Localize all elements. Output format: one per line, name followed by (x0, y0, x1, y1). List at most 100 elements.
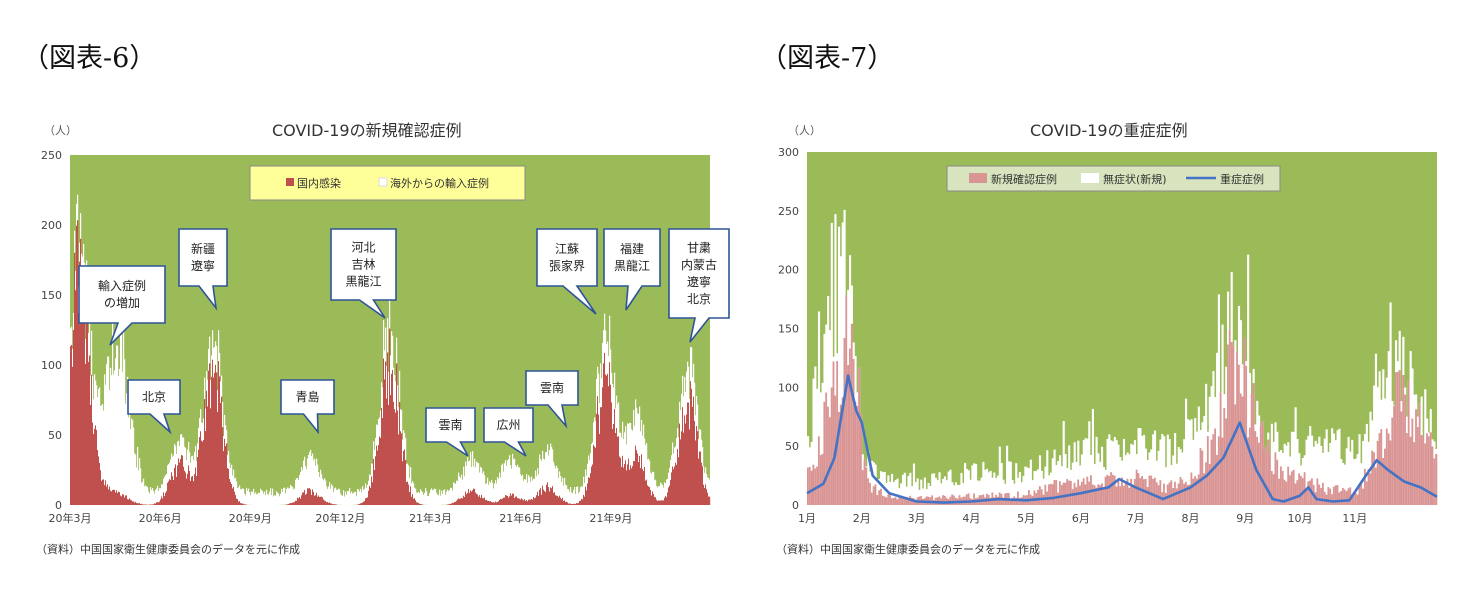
chart6-bar-imported (708, 478, 710, 497)
chart6-bar-imported (613, 387, 615, 424)
chart6-bar-imported (562, 477, 564, 498)
chart6-bar-imported (587, 463, 589, 484)
chart6-bar-imported (153, 491, 155, 505)
chart6-bar-imported (74, 230, 76, 253)
chart6-bar-imported (171, 453, 173, 473)
chart6-bar-domestic (319, 496, 321, 505)
chart6-bar-domestic (108, 489, 110, 505)
chart7-bar-asymptomatic (872, 462, 875, 505)
chart7-bar-confirmed (1009, 498, 1012, 505)
chart6-bar-imported (553, 461, 555, 493)
chart6-bar-domestic (544, 491, 546, 505)
chart6-bar-domestic (661, 500, 663, 505)
chart6-bar-domestic (618, 436, 620, 505)
chart6-bar-imported (231, 464, 233, 485)
chart6-bar-domestic (314, 495, 316, 505)
chart6-bar-domestic (526, 500, 528, 505)
chart6-bar-imported (665, 483, 667, 496)
chart7-bar-confirmed (1132, 486, 1135, 505)
chart7-bar-asymptomatic (1108, 434, 1111, 505)
chart6-bar-imported (166, 473, 168, 491)
chart7-bar-asymptomatic (1325, 429, 1328, 505)
chart6-annotation-7: 雲南 (525, 370, 579, 429)
chart7-bar-asymptomatic (1091, 408, 1094, 505)
chart6-bar-domestic (455, 501, 457, 505)
chart7-bar-asymptomatic (891, 473, 894, 505)
chart7-y-tick-0: 0 (792, 499, 799, 512)
chart6-bar-imported (604, 313, 606, 353)
chart7-bar-asymptomatic (1079, 465, 1082, 505)
chart7-bar-asymptomatic (1144, 448, 1147, 505)
chart6-annotation-text: 青島 (295, 389, 319, 404)
chart6-bar-domestic (578, 503, 580, 505)
chart6-bar-imported (579, 491, 581, 501)
chart6-bar-domestic (332, 504, 334, 505)
chart6-bar-imported (253, 488, 255, 505)
chart6-bar-domestic (304, 490, 306, 505)
chart6-bar-domestic (514, 498, 516, 505)
chart6-bar-imported (244, 493, 246, 505)
chart6-bar-imported (373, 441, 375, 459)
chart6-bar-imported (528, 475, 530, 500)
chart6-bar-domestic (517, 498, 519, 505)
chart7-bar-asymptomatic (954, 482, 958, 505)
chart6-bar-domestic (333, 504, 335, 505)
chart6-bar-imported (534, 478, 536, 499)
chart6-bar-domestic (570, 503, 572, 505)
chart6-bar-imported (214, 346, 216, 373)
chart7-bar-confirmed (1033, 490, 1036, 505)
chart7-bar-asymptomatic (965, 468, 968, 505)
chart6-bar-imported (229, 462, 231, 479)
chart7-bar-confirmed (1108, 475, 1111, 505)
chart7-bar-asymptomatic (971, 465, 974, 505)
chart6-bar-imported (400, 409, 402, 432)
chart6-bar-imported (140, 468, 142, 504)
chart6-bar-imported (547, 444, 549, 483)
chart6-bar-imported (611, 372, 613, 403)
chart7-bar-confirmed (1153, 477, 1157, 505)
chart7-bar-asymptomatic (830, 222, 833, 505)
chart6-bar-domestic (658, 500, 660, 505)
chart6-bar-domestic (109, 486, 111, 505)
chart6-bar-domestic (703, 484, 705, 505)
chart6-bar-imported (552, 449, 554, 487)
chart7-bar-confirmed (1170, 480, 1173, 505)
chart6-bar-imported (106, 364, 108, 487)
chart6-bar-imported (411, 483, 413, 497)
chart7-bar-asymptomatic (1369, 411, 1372, 505)
chart7-bar-confirmed (1374, 467, 1378, 505)
chart7-bar-confirmed (1015, 497, 1018, 505)
chart6-bar-imported (632, 430, 634, 467)
chart6-bar-imported (195, 445, 197, 468)
chart6-bar-domestic (178, 458, 180, 505)
chart6-bar-imported (328, 486, 330, 503)
chart7-bar-confirmed (1351, 494, 1354, 505)
chart6-bar-imported (342, 496, 344, 505)
chart7-bar-confirmed (1343, 489, 1346, 505)
chart7-bar-confirmed (1230, 342, 1233, 505)
chart6-bar-imported (170, 459, 172, 481)
chart7-bar-confirmed (1206, 436, 1210, 505)
chart6-bar-imported (486, 483, 488, 500)
chart6-bar-domestic (90, 404, 92, 505)
chart7-bar-confirmed (1194, 476, 1197, 505)
chart6-bar-domestic (690, 381, 692, 505)
chart6-bar-imported (503, 471, 505, 498)
chart7-bar-confirmed (1157, 485, 1160, 505)
chart6-bar-imported (204, 377, 206, 400)
chart6-bar-imported (123, 328, 125, 495)
chart6-source-note: （資料）中国国家衛生健康委員会のデータを元に作成 (36, 543, 300, 556)
chart6-bar-domestic (611, 402, 613, 505)
chart6-bar-imported (246, 487, 248, 505)
chart7-bar-asymptomatic (945, 480, 948, 505)
chart7-bar-asymptomatic (964, 462, 967, 505)
chart6-bar-domestic (88, 361, 90, 505)
chart6-bar-domestic (621, 466, 623, 505)
chart6-bar-domestic (536, 495, 538, 505)
chart6-annotation-text: 遼寧 (191, 258, 215, 273)
chart6-bar-domestic (542, 485, 544, 505)
chart6-bar-imported (303, 460, 305, 493)
chart6-bar-domestic (620, 457, 622, 505)
chart7-bar-asymptomatic (1362, 440, 1365, 505)
chart7-bar-asymptomatic (1113, 436, 1116, 505)
